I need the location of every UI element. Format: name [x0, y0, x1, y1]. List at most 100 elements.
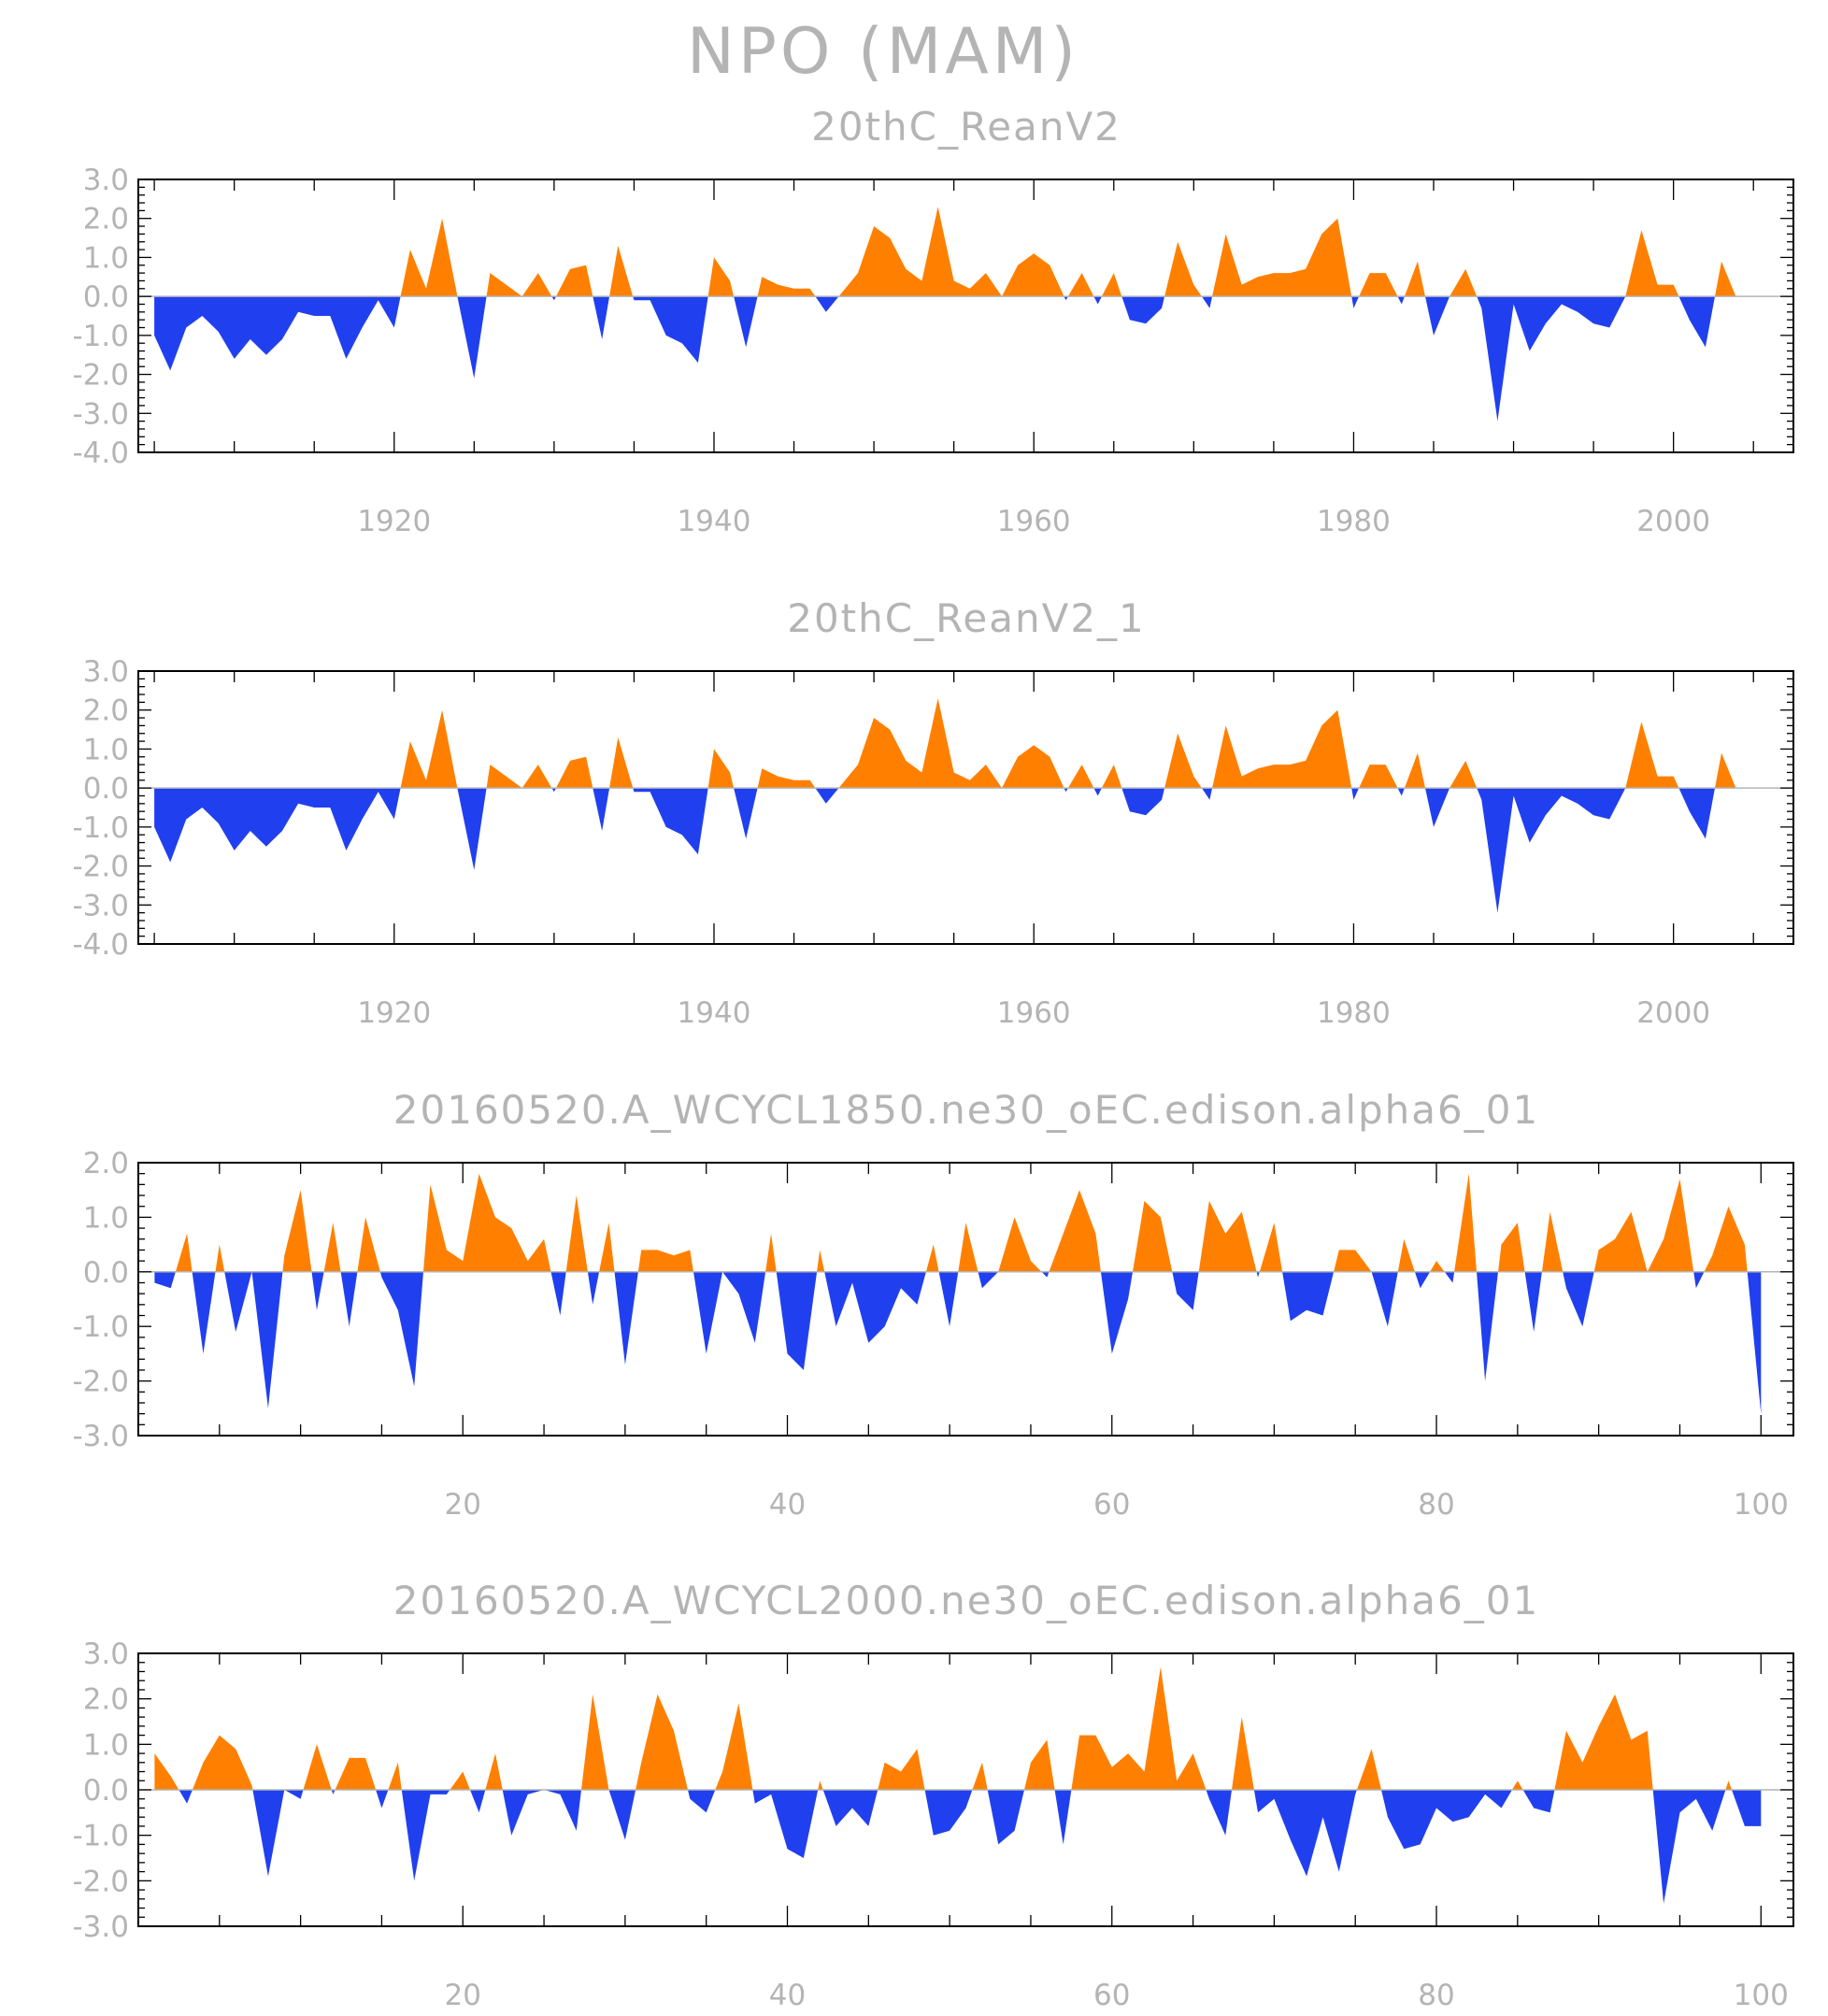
negative-area	[1397, 788, 1405, 796]
positive-area	[609, 736, 634, 789]
y-tick-label: -2.0	[73, 1865, 130, 1898]
positive-area	[486, 765, 522, 789]
panel-title: 20160520.A_WCYCL1850.ne30_oEC.edison.alp…	[393, 1087, 1539, 1133]
positive-area	[757, 277, 816, 297]
y-tick-label: 2.0	[83, 1683, 129, 1717]
positive-area	[1725, 1780, 1732, 1790]
negative-area	[1064, 296, 1068, 301]
positive-area	[1067, 765, 1094, 789]
positive-area	[636, 1694, 688, 1790]
negative-area	[1351, 788, 1360, 800]
positive-area	[154, 1753, 179, 1790]
positive-area	[323, 1222, 341, 1272]
positive-area	[388, 1762, 402, 1790]
plot-frame	[137, 179, 1794, 453]
negative-area	[1054, 1790, 1072, 1845]
y-tick-label: 1.0	[83, 241, 129, 275]
positive-area	[521, 273, 552, 297]
y-tick-label: -2.0	[73, 851, 130, 884]
negative-area	[1172, 1271, 1199, 1310]
negative-area	[688, 1790, 716, 1813]
positive-area	[707, 749, 735, 789]
y-tick-label: 2.0	[83, 1147, 129, 1180]
positive-area	[1164, 733, 1202, 789]
y-tick-label: -1.0	[73, 320, 130, 353]
negative-area	[311, 1271, 324, 1310]
positive-area	[972, 1762, 988, 1790]
positive-area	[1071, 1666, 1207, 1790]
positive-area	[1554, 1694, 1653, 1790]
y-tick-label: 3.0	[83, 1637, 129, 1671]
positive-area	[715, 1703, 753, 1790]
negative-area	[815, 788, 839, 804]
negative-area	[1253, 1790, 1357, 1877]
positive-area	[1647, 1179, 1694, 1272]
negative-area	[1351, 296, 1360, 308]
negative-area	[470, 1790, 486, 1813]
negative-area	[924, 1790, 973, 1836]
positive-area	[838, 698, 1002, 789]
negative-area	[1477, 296, 1626, 422]
negative-area	[1652, 1790, 1726, 1904]
x-tick-label: 2000	[1636, 505, 1710, 538]
positive-area	[817, 1250, 825, 1272]
y-tick-label: 0.0	[83, 280, 129, 314]
negative-area	[593, 788, 610, 831]
negative-area	[608, 1790, 636, 1840]
negative-area	[1371, 1271, 1398, 1327]
negative-area	[722, 1271, 766, 1343]
negative-area	[192, 1271, 216, 1354]
positive-area	[400, 709, 458, 789]
positive-area	[818, 1780, 823, 1790]
negative-area	[1121, 296, 1165, 324]
positive-area	[1024, 1739, 1055, 1790]
positive-area	[357, 1217, 380, 1272]
plot-frame	[137, 1162, 1794, 1437]
positive-area	[282, 1190, 312, 1272]
x-tick-label: 1940	[678, 996, 751, 1030]
panel-20thC-ReanV2: 20thC_ReanV2 3.0 2.0 1.0 0.0 -1.0 -2.0 -3.0 -4.…	[73, 104, 1794, 538]
y-tick-label: 1.0	[83, 1728, 129, 1762]
positive-area	[998, 1217, 1042, 1272]
negative-area	[1425, 296, 1450, 336]
positive-area	[1625, 722, 1679, 789]
positive-area	[303, 1744, 332, 1790]
positive-area	[1101, 765, 1122, 789]
positive-area	[757, 768, 816, 789]
negative-area	[1282, 1271, 1335, 1322]
positive-area	[637, 1250, 693, 1272]
negative-area	[1381, 1790, 1512, 1850]
negative-area	[252, 1790, 285, 1877]
positive-area	[556, 756, 593, 789]
negative-area	[544, 1790, 581, 1831]
negative-area	[1041, 1271, 1050, 1278]
negative-area	[1732, 1790, 1762, 1826]
positive-area	[1704, 1206, 1748, 1272]
x-tick-label: 40	[769, 1979, 806, 2012]
x-tick-label: 1920	[357, 996, 431, 1030]
positive-area	[1002, 745, 1064, 789]
negative-area	[1477, 1271, 1498, 1381]
positive-area	[1067, 273, 1094, 297]
y-tick-label: 0.0	[83, 772, 129, 806]
negative-area	[693, 1271, 723, 1354]
negative-area	[1522, 1790, 1555, 1813]
positive-area	[1625, 230, 1679, 297]
positive-area	[335, 1757, 377, 1790]
negative-area	[1093, 788, 1102, 796]
negative-area	[1477, 788, 1626, 913]
y-tick-label: 2.0	[83, 694, 129, 728]
negative-area	[587, 1271, 600, 1305]
positive-area	[1356, 1749, 1381, 1790]
y-tick-label: -3.0	[73, 397, 130, 431]
positive-area	[609, 245, 634, 297]
panel-WCYCL2000: 20160520.A_WCYCL2000.ne30_oEC.edison.alp…	[73, 1578, 1794, 2012]
negative-area	[376, 1790, 389, 1809]
x-tick-label: 80	[1418, 1488, 1454, 1522]
positive-area	[1430, 1261, 1445, 1272]
x-tick-label: 1920	[357, 505, 431, 538]
positive-area	[450, 1771, 470, 1790]
negative-area	[824, 1271, 926, 1343]
positive-area	[1593, 1211, 1648, 1272]
